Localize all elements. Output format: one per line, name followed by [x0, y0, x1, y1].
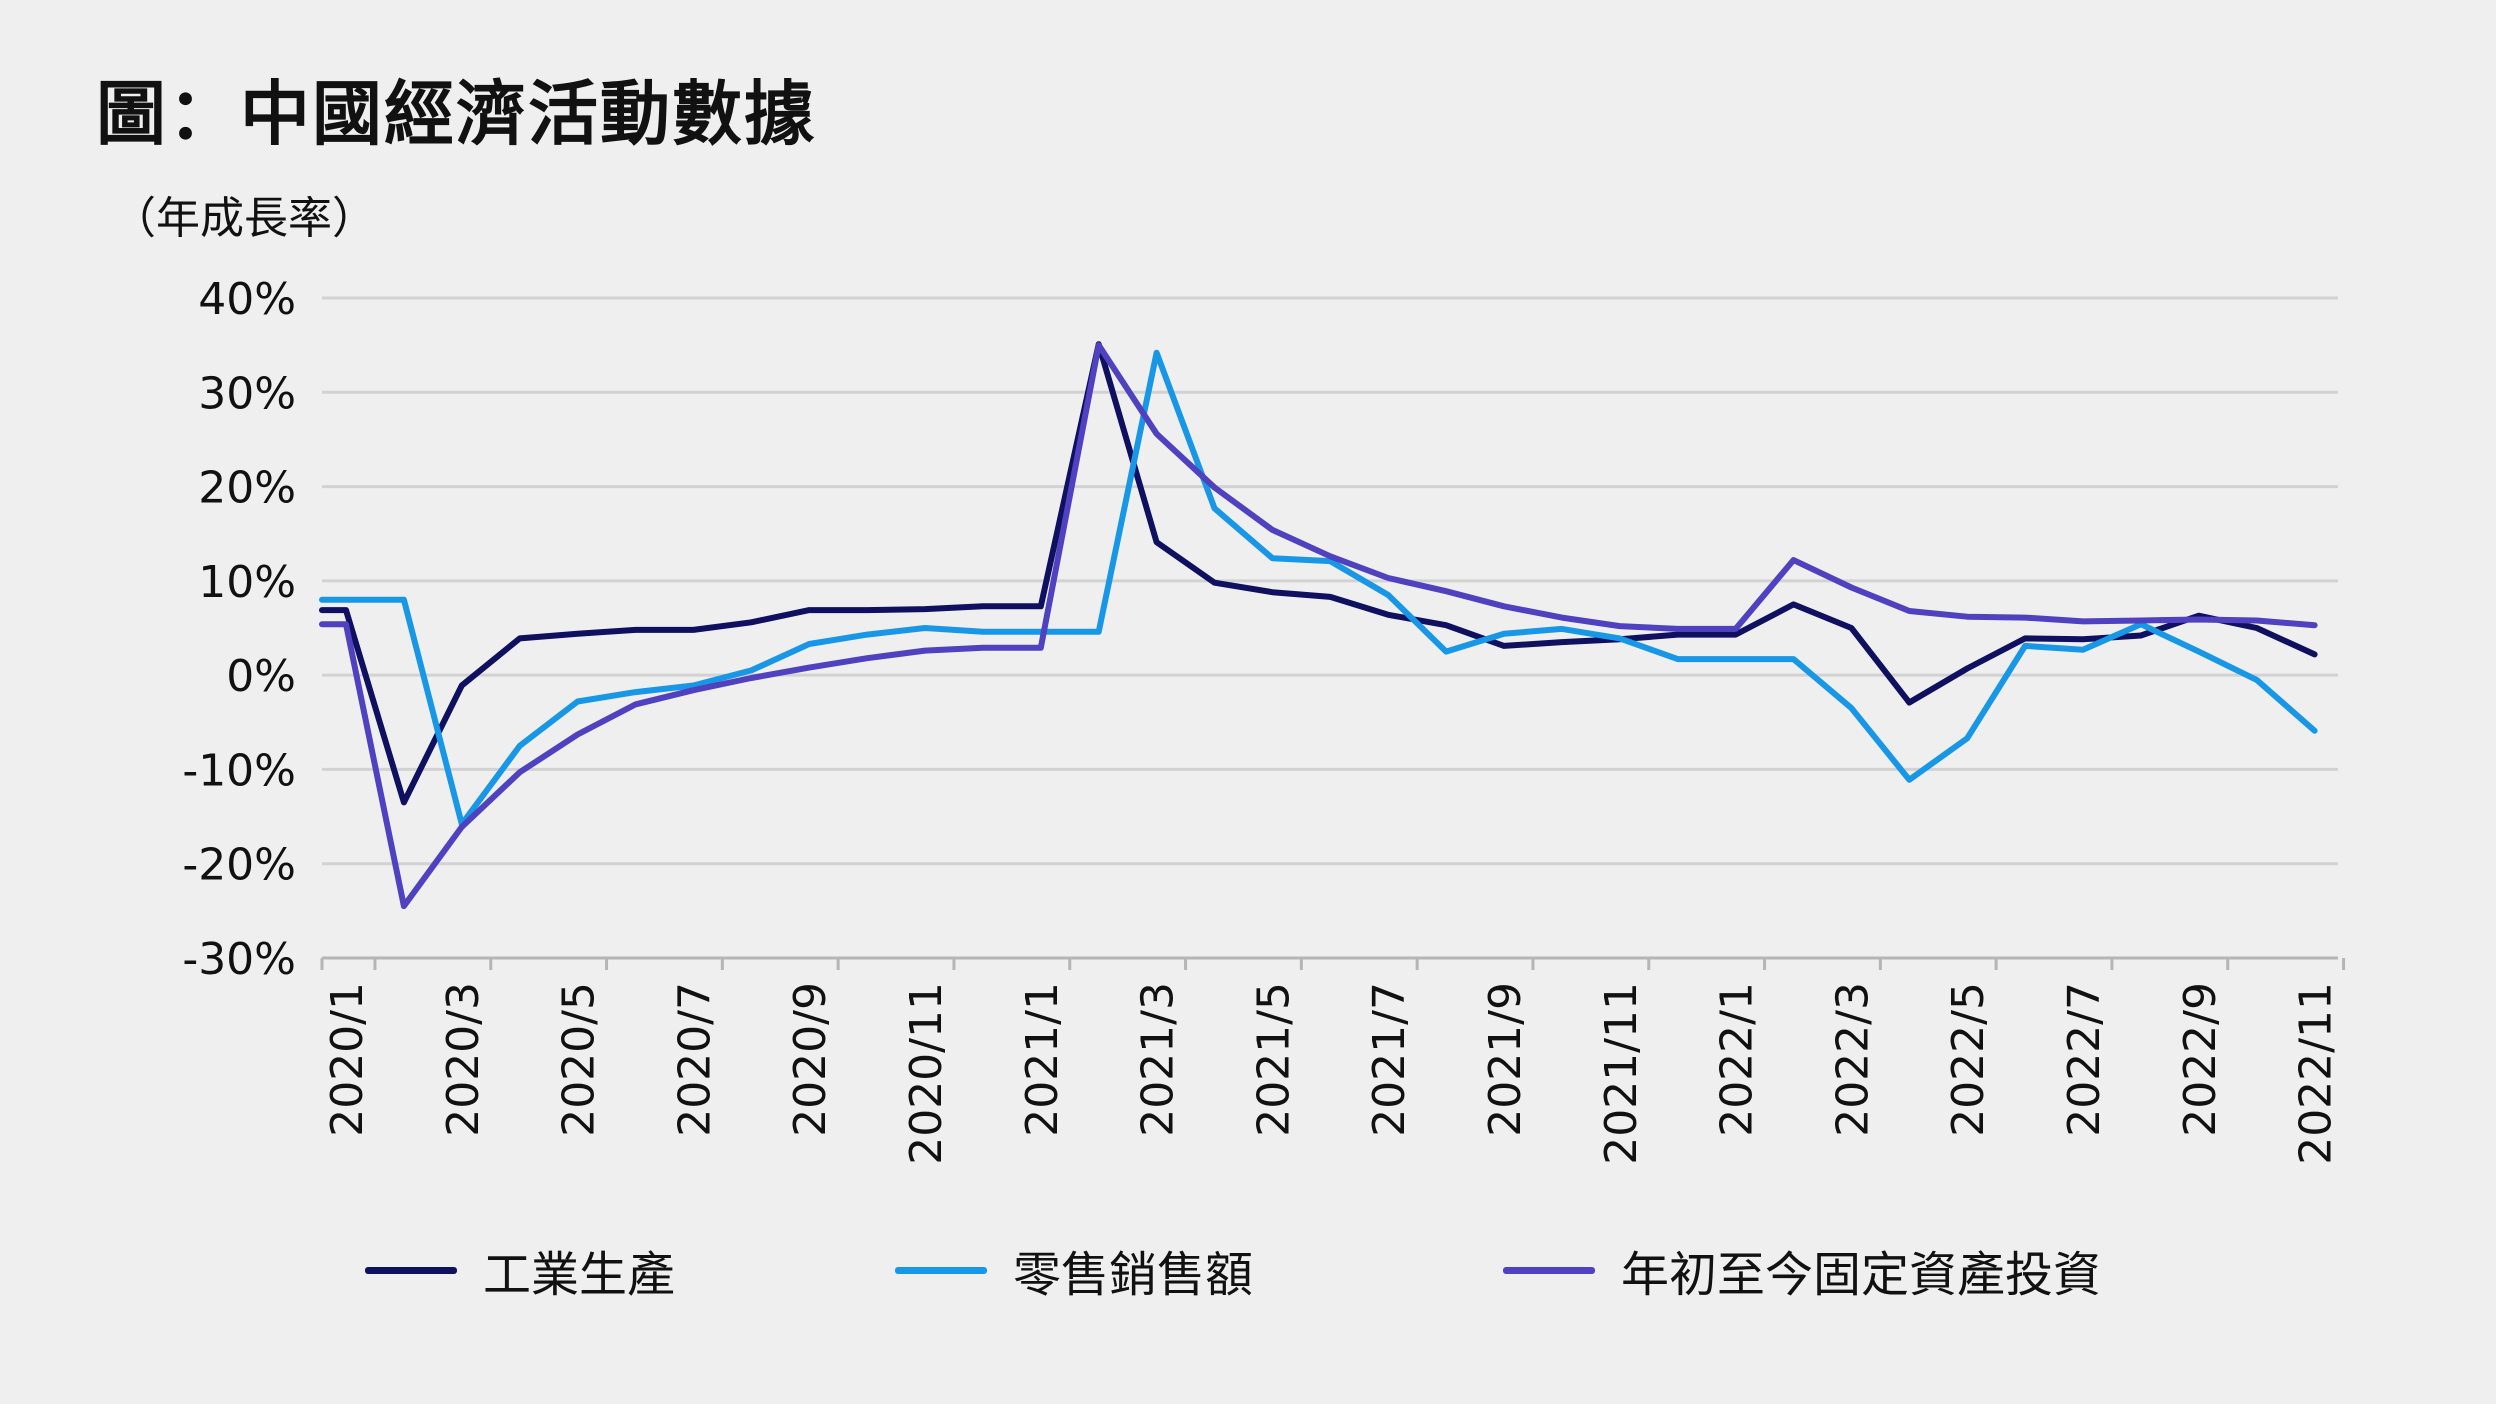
series-line-0 [319, 341, 2318, 806]
legend-item: 工業生產 [365, 1235, 895, 1305]
x-tick-label: 2020/3 [438, 982, 489, 1137]
legend-label: 工業生產 [483, 1247, 676, 1303]
y-tick-label: 0% [226, 651, 296, 702]
legend: 工業生產 零售銷售額 年初至今固定資產投資 [365, 1235, 2101, 1305]
y-tick-label: 10% [198, 557, 296, 608]
x-axis-tick-labels: 2020/1 2020/3 2020/5 2020/7 2020/9 2020/11 202… [322, 982, 2342, 1165]
x-tick-label: 2022/5 [1943, 982, 1994, 1137]
y-tick-label: -30% [182, 934, 296, 985]
x-axis [320, 956, 2346, 970]
legend-item: 零售銷售額 [895, 1235, 1503, 1305]
y-tick-label: -20% [182, 840, 296, 891]
series-line-1 [319, 349, 2318, 828]
y-axis-tick-labels: 40% 30% 20% 10% 0% -10% -20% -30% [182, 274, 296, 985]
y-tick-label: 20% [198, 463, 296, 514]
y-tick-label: 30% [198, 368, 296, 419]
x-tick-label: 2022/3 [1827, 982, 1878, 1137]
grid-lines [322, 296, 2338, 866]
series-lines [319, 341, 2318, 910]
x-tick-label: 2022/7 [2059, 982, 2110, 1137]
x-tick-label: 2021/5 [1248, 982, 1299, 1137]
x-tick-label: 2021/11 [1596, 982, 1647, 1165]
series-line-2 [319, 342, 2318, 910]
x-tick-label: 2020/9 [785, 982, 836, 1137]
y-tick-label: 40% [198, 274, 296, 325]
x-tick-label: 2020/1 [322, 982, 373, 1137]
x-tick-label: 2022/11 [2291, 982, 2342, 1165]
legend-swatch [895, 1266, 987, 1274]
x-tick-label: 2021/9 [1480, 982, 1531, 1137]
x-tick-label: 2020/7 [669, 982, 720, 1137]
chart-title: 圖：中國經濟活動數據 [96, 73, 816, 155]
x-tick-label: 2020/5 [554, 982, 605, 1137]
x-tick-label: 2021/3 [1133, 982, 1184, 1137]
y-tick-label: -10% [182, 745, 296, 796]
x-tick-label: 2021/7 [1364, 982, 1415, 1137]
x-tick-label: 2022/1 [1712, 982, 1763, 1137]
legend-item: 年初至今固定資產投資 [1503, 1235, 2101, 1305]
legend-swatch [1503, 1266, 1595, 1274]
line-chart: 40%30%20%10%0%-10%-20%-30% 2020/1 2020/3 2… [182, 274, 2346, 1165]
legend-swatch [365, 1266, 457, 1274]
y-axis-unit-label: （年成長率） [112, 193, 376, 244]
x-tick-label: 2021/1 [1017, 982, 1068, 1137]
x-tick-label: 2022/9 [2175, 982, 2226, 1137]
x-tick-label: 2020/11 [901, 982, 952, 1165]
legend-label: 年初至今固定資產投資 [1621, 1247, 2102, 1303]
legend-label: 零售銷售額 [1013, 1247, 1254, 1303]
